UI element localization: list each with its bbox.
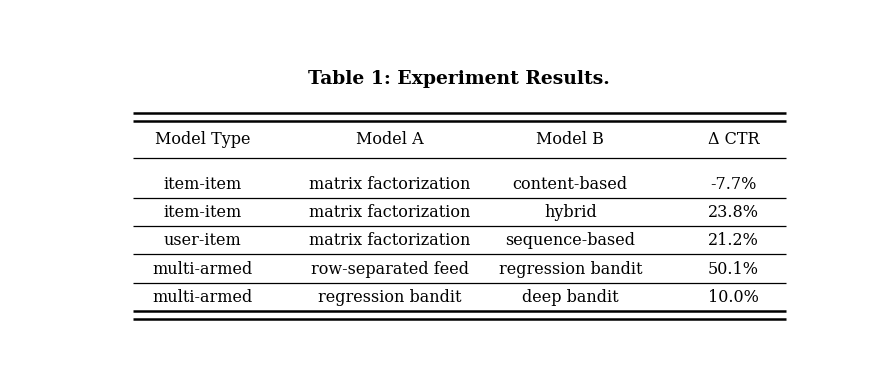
Text: regression bandit: regression bandit <box>318 289 461 306</box>
Text: sequence-based: sequence-based <box>505 232 635 249</box>
Text: regression bandit: regression bandit <box>498 261 642 278</box>
Text: row-separated feed: row-separated feed <box>311 261 469 278</box>
Text: item-item: item-item <box>163 176 241 193</box>
Text: 21.2%: 21.2% <box>708 232 759 249</box>
Text: -7.7%: -7.7% <box>711 176 757 193</box>
Text: item-item: item-item <box>163 204 241 221</box>
Text: 23.8%: 23.8% <box>708 204 759 221</box>
Text: user-item: user-item <box>163 232 241 249</box>
Text: Model Type: Model Type <box>154 132 250 149</box>
Text: Δ CTR: Δ CTR <box>708 132 759 149</box>
Text: matrix factorization: matrix factorization <box>309 232 470 249</box>
Text: deep bandit: deep bandit <box>522 289 618 306</box>
Text: content-based: content-based <box>513 176 628 193</box>
Text: 50.1%: 50.1% <box>708 261 759 278</box>
Text: 10.0%: 10.0% <box>708 289 759 306</box>
Text: multi-armed: multi-armed <box>152 289 253 306</box>
Text: matrix factorization: matrix factorization <box>309 204 470 221</box>
Text: hybrid: hybrid <box>544 204 597 221</box>
Text: Model B: Model B <box>537 132 604 149</box>
Text: multi-armed: multi-armed <box>152 261 253 278</box>
Text: matrix factorization: matrix factorization <box>309 176 470 193</box>
Text: Model A: Model A <box>356 132 424 149</box>
Text: Table 1: Experiment Results.: Table 1: Experiment Results. <box>308 70 610 88</box>
